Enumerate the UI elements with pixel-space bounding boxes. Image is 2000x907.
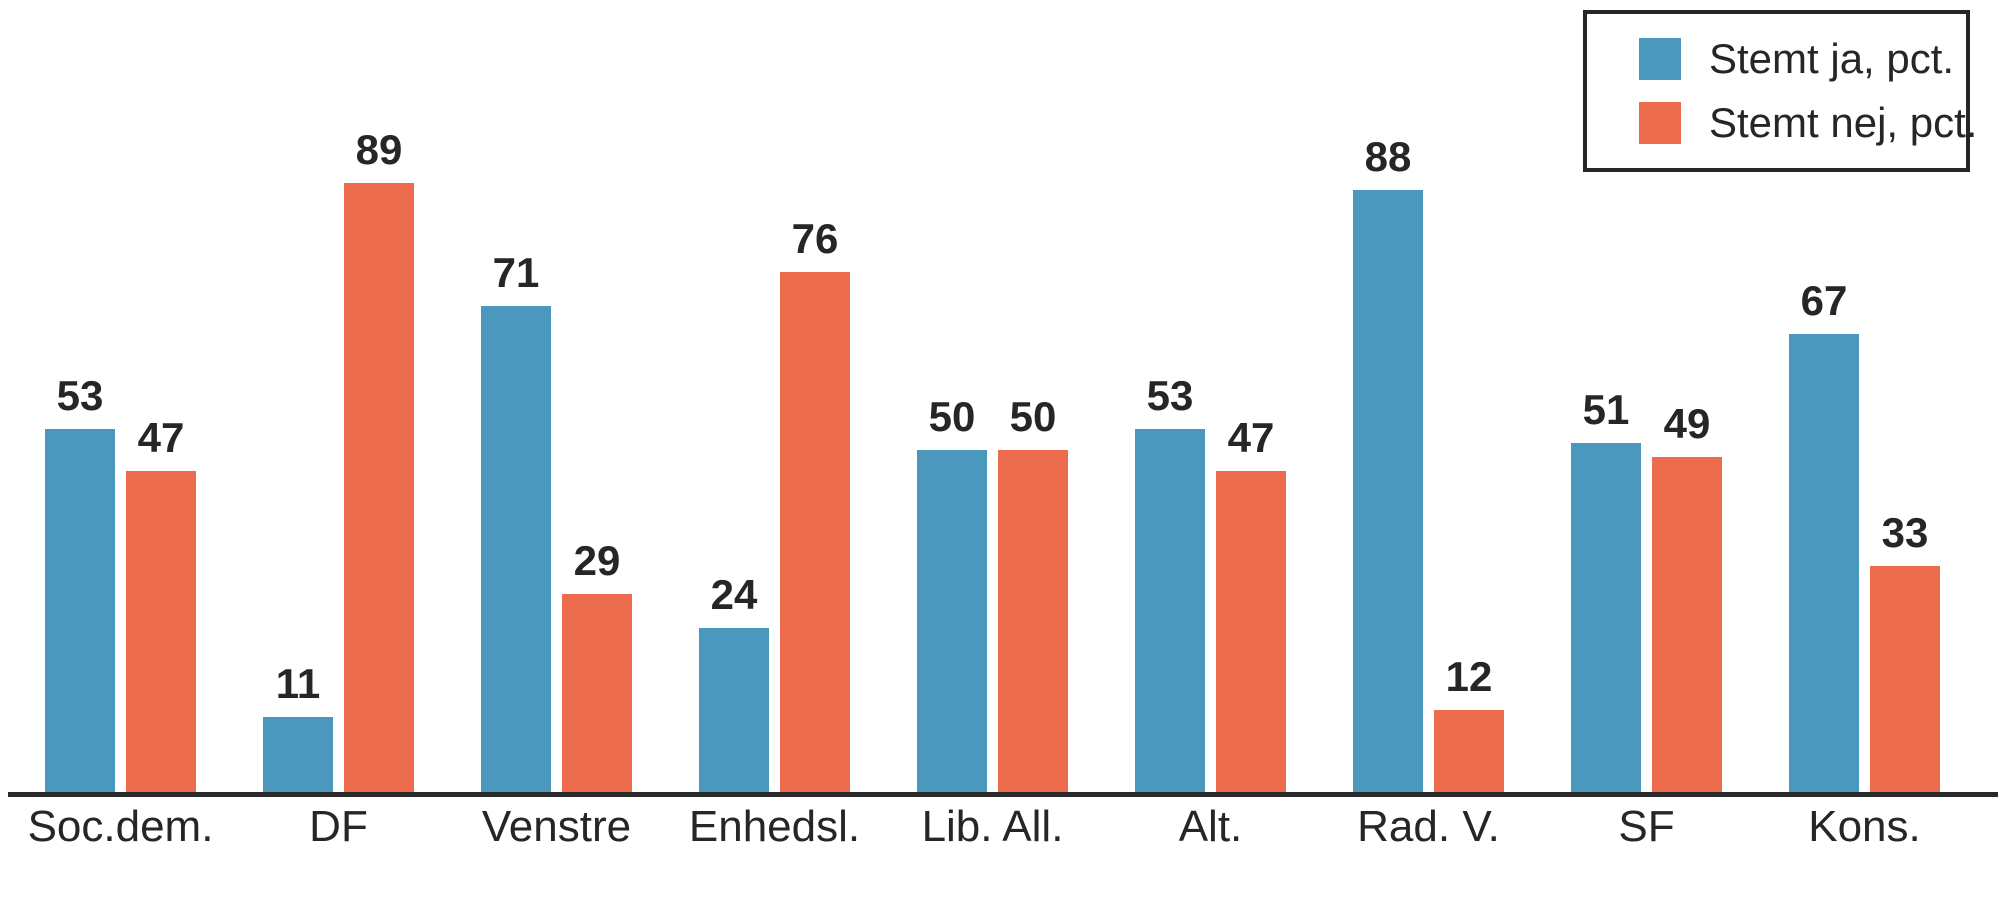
bar-ja [1135,429,1205,792]
bar-nej [126,471,196,792]
category-label: DF [309,802,368,851]
bar-group-kons: 67 33 [1789,0,1940,792]
value-label: 71 [492,249,540,296]
bar-ja [45,429,115,792]
legend-label-nej: Stemt nej, pct. [1709,99,1978,146]
bar-nej [1870,566,1940,792]
category-label: Enhedsl. [688,802,861,851]
bar-nej [1652,457,1722,792]
bar-nej [344,183,414,792]
bar-ja [481,306,551,792]
bar-nej [1216,471,1286,792]
bar-nej [998,450,1068,792]
bar-ja [917,450,987,792]
value-label: 88 [1364,133,1412,180]
legend-row-ja: Stemt ja, pct. [1639,38,1966,80]
value-label: 11 [275,660,321,707]
plot-area: 53 47 11 89 71 29 24 76 50 50 53 47 88 12 51 49 67 33 [8,0,1998,797]
legend-row-nej: Stemt nej, pct. [1639,102,1977,144]
bar-group-df: 11 89 [263,0,414,792]
bar-ja [699,628,769,792]
value-label: 76 [791,215,839,262]
bar-nej [562,594,632,792]
value-label: 47 [137,414,185,461]
x-axis-labels: Soc.dem. DF Venstre Enhedsl. Lib. All. Alt. Ra… [8,805,1998,875]
value-label: 29 [573,537,621,584]
bar-group-alt: 53 47 [1135,0,1286,792]
value-label: 33 [1881,509,1929,556]
value-label: 50 [928,393,976,440]
value-label: 53 [56,372,104,419]
category-label: Soc.dem. [27,802,214,851]
bar-group-sf: 51 49 [1571,0,1722,792]
value-label: 89 [355,126,403,173]
bar-nej [1434,710,1504,792]
bar-group-soc-dem: 53 47 [45,0,196,792]
category-label: Alt. [1178,802,1243,851]
value-label: 47 [1227,414,1275,461]
legend-swatch-nej-icon [1639,102,1681,144]
value-label: 50 [1009,393,1057,440]
bar-group-venstre: 71 29 [481,0,632,792]
category-label: Rad. V. [1357,802,1500,851]
category-label: Lib. All. [921,802,1064,851]
value-label: 51 [1582,386,1630,433]
bar-ja [1789,334,1859,792]
legend-swatch-ja-icon [1639,38,1681,80]
legend-label-ja: Stemt ja, pct. [1709,35,1955,82]
bar-ja [1571,443,1641,792]
value-label: 24 [710,571,758,618]
legend: Stemt ja, pct. Stemt nej, pct. [1583,10,1977,172]
bar-group-lib-all: 50 50 [917,0,1068,792]
category-label: Venstre [481,802,632,851]
value-label: 49 [1663,400,1711,447]
category-label: SF [1618,802,1675,851]
bar-ja [1353,190,1423,792]
category-label: Kons. [1808,802,1921,851]
bar-group-enhedsl: 24 76 [699,0,850,792]
bar-group-rad-v: 88 12 [1353,0,1504,792]
value-label: 67 [1800,277,1848,324]
bar-ja [263,717,333,792]
value-label: 53 [1146,372,1194,419]
bar-nej [780,272,850,792]
value-label: 12 [1445,653,1493,700]
